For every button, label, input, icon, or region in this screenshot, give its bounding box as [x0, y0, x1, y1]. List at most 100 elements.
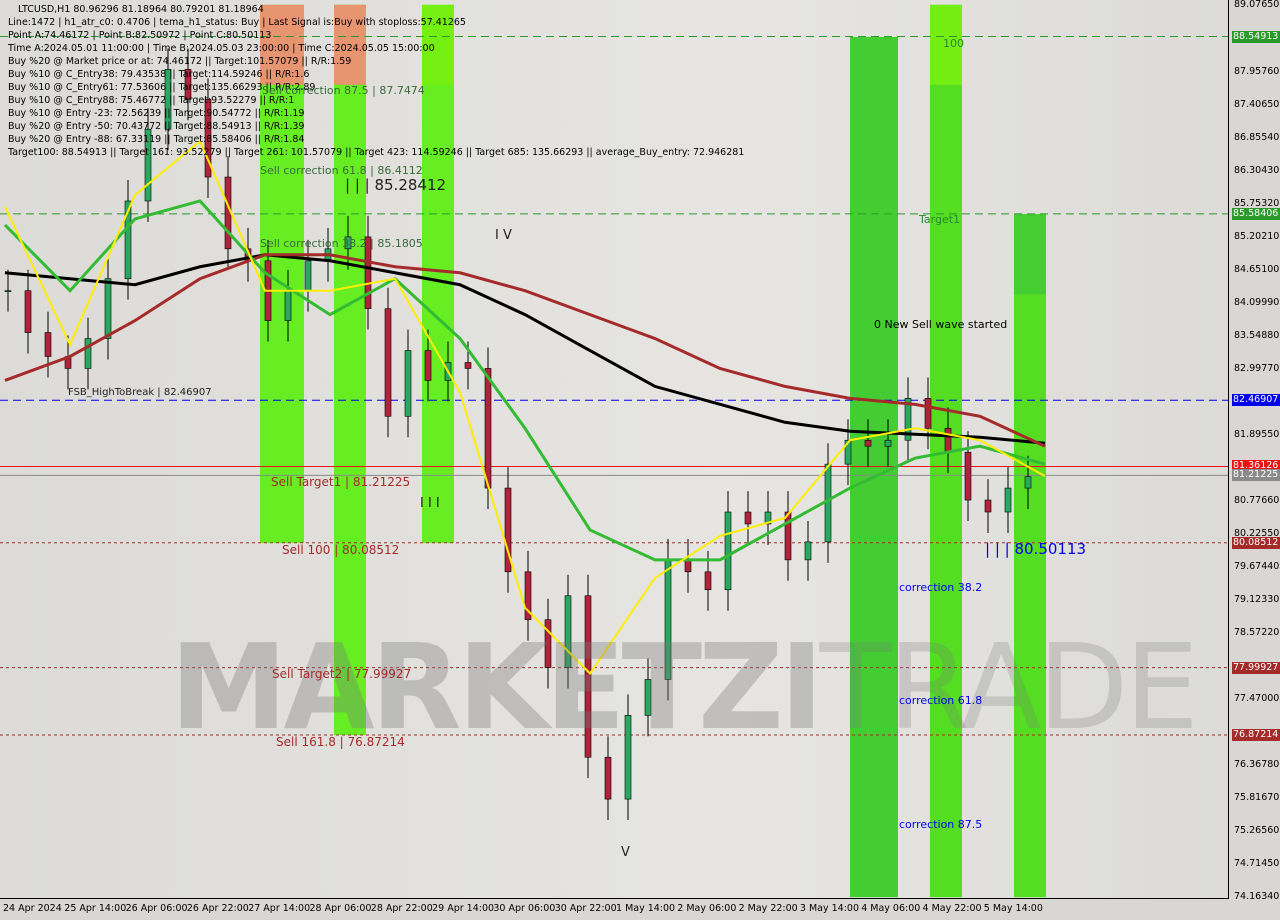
candle-body: [184, 69, 192, 100]
candle-body: [684, 559, 692, 573]
candle-body: [624, 715, 632, 800]
moving-average-line: [3, 199, 1046, 562]
candle-body: [124, 200, 132, 280]
candle-body: [404, 350, 412, 417]
candle-body: [584, 595, 592, 758]
candle-body: [904, 398, 912, 441]
time-tick: 30 Apr 06:00: [493, 903, 556, 914]
annotation: Sell Target2 | 77.99927: [272, 667, 412, 681]
annotation: Sell correction 38.2 | 85.1805: [260, 237, 423, 250]
price-tick: 82.99770: [1234, 362, 1280, 374]
time-tick: 5 May 14:00: [983, 903, 1043, 914]
watermark-logo: MARKETZITRADE: [170, 618, 1199, 756]
price-tick: 85.75320: [1234, 197, 1280, 209]
info-line: Target100: 88.54913 || Target 161: 93.52…: [8, 147, 745, 158]
annotation: FSB_HighToBreak | 82.46907: [68, 387, 212, 398]
time-tick: 3 May 14:00: [799, 903, 859, 914]
price-tick: 79.67440: [1234, 561, 1280, 573]
symbol-title: LTCUSD,H1 80.96296 81.18964 80.79201 81.…: [18, 4, 264, 15]
level-price-tag: 85.58406: [1232, 207, 1280, 220]
info-line: Buy %20 @ Market price or at: 74.46172 |…: [8, 56, 352, 67]
price-tick: 75.26560: [1234, 825, 1280, 837]
signal-zone-head: [1014, 214, 1046, 295]
signal-zone-head: [334, 4, 366, 85]
annotation: correction 38.2: [899, 581, 983, 594]
info-line: Buy %10 @ C_Entry38: 79.43538 || Target:…: [8, 69, 310, 80]
moving-average-line: [4, 139, 1046, 676]
price-tick: 74.16340: [1234, 891, 1280, 902]
annotation: Sell 161.8 | 76.87214: [276, 735, 405, 749]
candle-body: [424, 350, 432, 381]
candle-body: [544, 619, 552, 668]
candle-body: [524, 571, 532, 620]
candle-body: [4, 290, 12, 292]
annotation: I I I: [420, 496, 440, 511]
price-tick: 84.65100: [1234, 263, 1280, 275]
price-tick: 75.81670: [1234, 792, 1280, 804]
signal-zone: [1014, 214, 1046, 898]
annotation: I V: [495, 228, 512, 243]
price-tick: 79.12330: [1234, 594, 1280, 606]
candle-body: [164, 69, 172, 130]
candle-body: [344, 236, 352, 250]
signal-zone: [334, 4, 366, 736]
candle-body: [944, 427, 952, 453]
time-tick: 29 Apr 14:00: [432, 903, 495, 914]
annotation: | | | 85.28412: [345, 176, 447, 194]
annotation: Sell Target1 | 81.21225: [271, 475, 411, 489]
time-tick: 1 May 14:00: [616, 903, 676, 914]
time-tick: 26 Apr 22:00: [186, 903, 249, 914]
price-tick: 78.57220: [1234, 627, 1280, 639]
price-tick: 84.09990: [1234, 296, 1280, 308]
info-line: Buy %20 @ Entry -88: 67.33119 || Target:…: [8, 134, 305, 145]
candle-body: [284, 290, 292, 321]
signal-zone: [850, 37, 898, 898]
candle-body: [44, 332, 52, 357]
candle-body: [884, 439, 892, 447]
annotation: 100: [943, 37, 964, 50]
info-line: Point A:74.46172 | Point B:82.50972 | Po…: [8, 30, 272, 41]
candle-body: [924, 398, 932, 429]
annotation: 0 New Sell wave started: [874, 318, 1008, 331]
price-tick: 77.47000: [1234, 693, 1280, 705]
time-tick: 25 Apr 14:00: [64, 903, 127, 914]
candle-body: [1024, 476, 1032, 489]
annotation: Sell 100 | 80.08512: [282, 543, 400, 557]
time-tick: 26 Apr 06:00: [125, 903, 188, 914]
signal-zone-head: [930, 4, 962, 85]
candle-body: [984, 499, 992, 513]
price-tick: 80.77660: [1234, 495, 1280, 507]
moving-average-line: [4, 253, 1046, 448]
signal-zone-head: [850, 37, 898, 118]
candle-body: [764, 511, 772, 525]
candle-body: [504, 487, 512, 573]
price-tick: 85.20210: [1234, 230, 1280, 242]
candle-body: [224, 176, 232, 250]
candle-body: [304, 260, 312, 291]
price-tick: 80.22550: [1234, 528, 1280, 540]
annotation: V: [621, 845, 630, 860]
price-tick: 83.54880: [1234, 329, 1280, 341]
candle-body: [864, 439, 872, 447]
moving-average-line: [4, 253, 1046, 445]
level-price-tag: 82.46907: [1232, 394, 1280, 407]
candle-body: [964, 451, 972, 501]
annotation: correction 87.5: [899, 818, 983, 831]
signal-zone-head: [260, 4, 304, 85]
price-tick: 87.95760: [1234, 65, 1280, 77]
candle-body: [744, 511, 752, 525]
time-tick: 28 Apr 06:00: [309, 903, 372, 914]
info-line: Buy %10 @ C_Entry88: 75.46772 || Target:…: [8, 95, 295, 106]
candle-body: [364, 236, 372, 309]
candle-body: [144, 128, 152, 202]
annotation: Sell correction 87.5 | 87.7474: [262, 84, 425, 97]
price-tick: 89.07650: [1234, 0, 1280, 10]
info-line: Buy %10 @ Entry -23: 72.56239 || Target:…: [8, 108, 305, 119]
level-price-tag: 76.87214: [1232, 728, 1280, 741]
candle-body: [204, 98, 212, 178]
signal-zone: [422, 4, 454, 544]
price-chart: [0, 4, 1228, 898]
info-line: Time A:2024.05.01 11:00:00 | Time B:2024…: [8, 43, 435, 54]
candle-body: [384, 308, 392, 417]
chart-plot-area[interactable]: MARKETZITRADE LTCUSD,H1 80.96296 81.1896…: [0, 0, 1229, 899]
